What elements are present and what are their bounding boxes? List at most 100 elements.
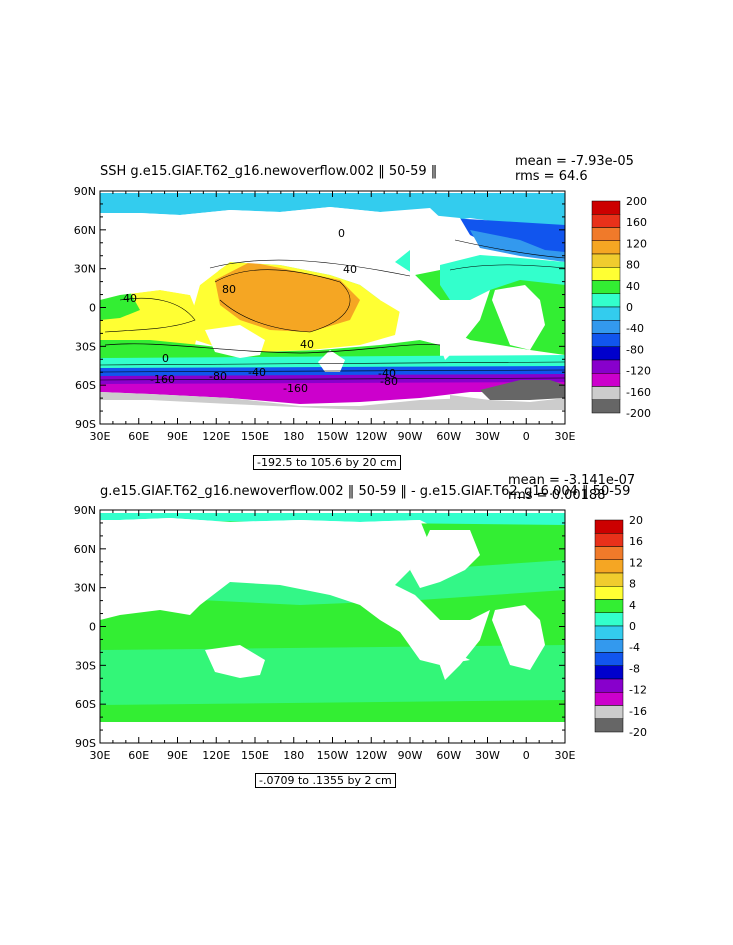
colorbar-swatch <box>591 293 621 308</box>
colorbar-label: -12 <box>629 684 647 697</box>
contour-label: 40 <box>300 338 314 351</box>
colorbar-swatch <box>594 572 624 587</box>
colorbar-label: -80 <box>626 343 644 356</box>
lat-label: 60S <box>75 698 96 711</box>
panel2-rms: rms = 0.00188 <box>508 488 606 503</box>
lon-label: 90W <box>398 749 423 762</box>
colorbar-swatch <box>594 692 624 706</box>
lon-label: 90W <box>398 430 423 443</box>
colorbar-swatch <box>591 280 621 294</box>
lat-label: 0 <box>89 621 96 634</box>
colorbar-label: -20 <box>629 726 647 739</box>
colorbar-swatch <box>591 320 621 334</box>
lat-label: 90S <box>75 737 96 750</box>
colorbar-swatch <box>591 359 621 374</box>
panel1-range-label: -192.5 to 105.6 by 20 cm <box>253 455 401 470</box>
lat-label: 30S <box>75 340 96 353</box>
colorbar-swatch <box>591 306 621 321</box>
lat-label: 60N <box>74 543 96 556</box>
lon-label: 150W <box>317 430 349 443</box>
colorbar-label: 12 <box>629 556 643 569</box>
contour-label: 40 <box>343 263 357 276</box>
panel1-map: 40 80 40 0 40 0 -40 -80 -40 -80 -160 -16… <box>99 190 566 425</box>
lon-label: 120E <box>202 430 230 443</box>
lon-label: 90E <box>167 749 188 762</box>
colorbar-label: -16 <box>629 705 647 718</box>
lon-label: 60W <box>436 430 461 443</box>
lon-label: 30W <box>475 749 500 762</box>
contour-label: -80 <box>380 375 398 388</box>
panel1-mean: mean = -7.93e-05 <box>515 154 634 169</box>
lon-label: 30W <box>475 430 500 443</box>
lat-label: 90N <box>74 185 96 198</box>
lon-label: 0 <box>523 749 530 762</box>
lat-label: 60S <box>75 379 96 392</box>
contour-label: -160 <box>283 382 308 395</box>
panel1-title: SSH g.e15.GIAF.T62_g16.newoverflow.002 ‖… <box>100 164 438 179</box>
colorbar-swatch <box>594 718 624 733</box>
colorbar-swatch <box>591 333 621 347</box>
colorbar-label: 0 <box>626 301 633 314</box>
colorbar-label: -4 <box>629 641 640 654</box>
colorbar-label: 40 <box>626 280 640 293</box>
colorbar-swatch <box>594 546 624 560</box>
colorbar-label: 8 <box>629 578 636 591</box>
colorbar-label: -8 <box>629 662 640 675</box>
contour-label: 80 <box>222 283 236 296</box>
contour-label: -160 <box>150 373 175 386</box>
colorbar-swatch <box>594 639 624 653</box>
lat-label: 0 <box>89 302 96 315</box>
panel2-map <box>99 509 566 744</box>
contour-label: -40 <box>248 366 266 379</box>
colorbar-swatch <box>594 586 624 600</box>
lat-label: 60N <box>74 224 96 237</box>
colorbar-label: 0 <box>629 620 636 633</box>
colorbar-label: 160 <box>626 216 647 229</box>
lon-label: 180 <box>283 430 304 443</box>
contour-label: 0 <box>338 227 345 240</box>
contour-label: 0 <box>162 352 169 365</box>
lat-label: 30N <box>74 263 96 276</box>
colorbar-label: 120 <box>626 237 647 250</box>
contour-label: -80 <box>209 370 227 383</box>
colorbar-swatch <box>591 240 621 255</box>
panel2-colorbar: 20 16 12 8 4 0 -4 -8 -12 -16 -20 <box>594 514 647 739</box>
colorbar-swatch <box>591 253 621 268</box>
colorbar-swatch <box>594 625 624 640</box>
colorbar-swatch <box>591 346 621 361</box>
colorbar-label: -120 <box>626 365 651 378</box>
colorbar-swatch <box>591 386 621 400</box>
lon-label: 30E <box>555 430 576 443</box>
lon-label: 30E <box>90 430 111 443</box>
colorbar-label: -40 <box>626 322 644 335</box>
lon-label: 30E <box>555 749 576 762</box>
colorbar-label: -160 <box>626 386 651 399</box>
panel2-title: g.e15.GIAF.T62_g16.newoverflow.002 ‖ 50-… <box>100 484 631 499</box>
lon-label: 30E <box>90 749 111 762</box>
lon-label: 120W <box>355 749 387 762</box>
lat-label: 90N <box>74 504 96 517</box>
lon-label: 120W <box>355 430 387 443</box>
lon-label: 150E <box>241 430 269 443</box>
colorbar-swatch <box>594 665 624 680</box>
lon-label: 60W <box>436 749 461 762</box>
panel2-range-label: -.0709 to .1355 by 2 cm <box>255 773 396 788</box>
lat-label: 90S <box>75 418 96 431</box>
colorbar-label: 16 <box>629 535 643 548</box>
panel1-colorbar: 200 160 120 80 40 0 -40 -80 -120 -160 -200 <box>591 195 651 420</box>
lat-label: 30N <box>74 582 96 595</box>
colorbar-swatch <box>594 533 624 547</box>
lon-label: 60E <box>128 749 149 762</box>
colorbar-swatch <box>591 200 621 215</box>
colorbar-swatch <box>591 399 621 414</box>
colorbar-label: 4 <box>629 599 636 612</box>
colorbar-swatch <box>591 267 621 281</box>
lon-label: 180 <box>283 749 304 762</box>
lat-label: 30S <box>75 659 96 672</box>
colorbar-swatch <box>594 599 624 613</box>
colorbar-label: 20 <box>629 514 643 527</box>
colorbar-swatch <box>594 652 624 666</box>
